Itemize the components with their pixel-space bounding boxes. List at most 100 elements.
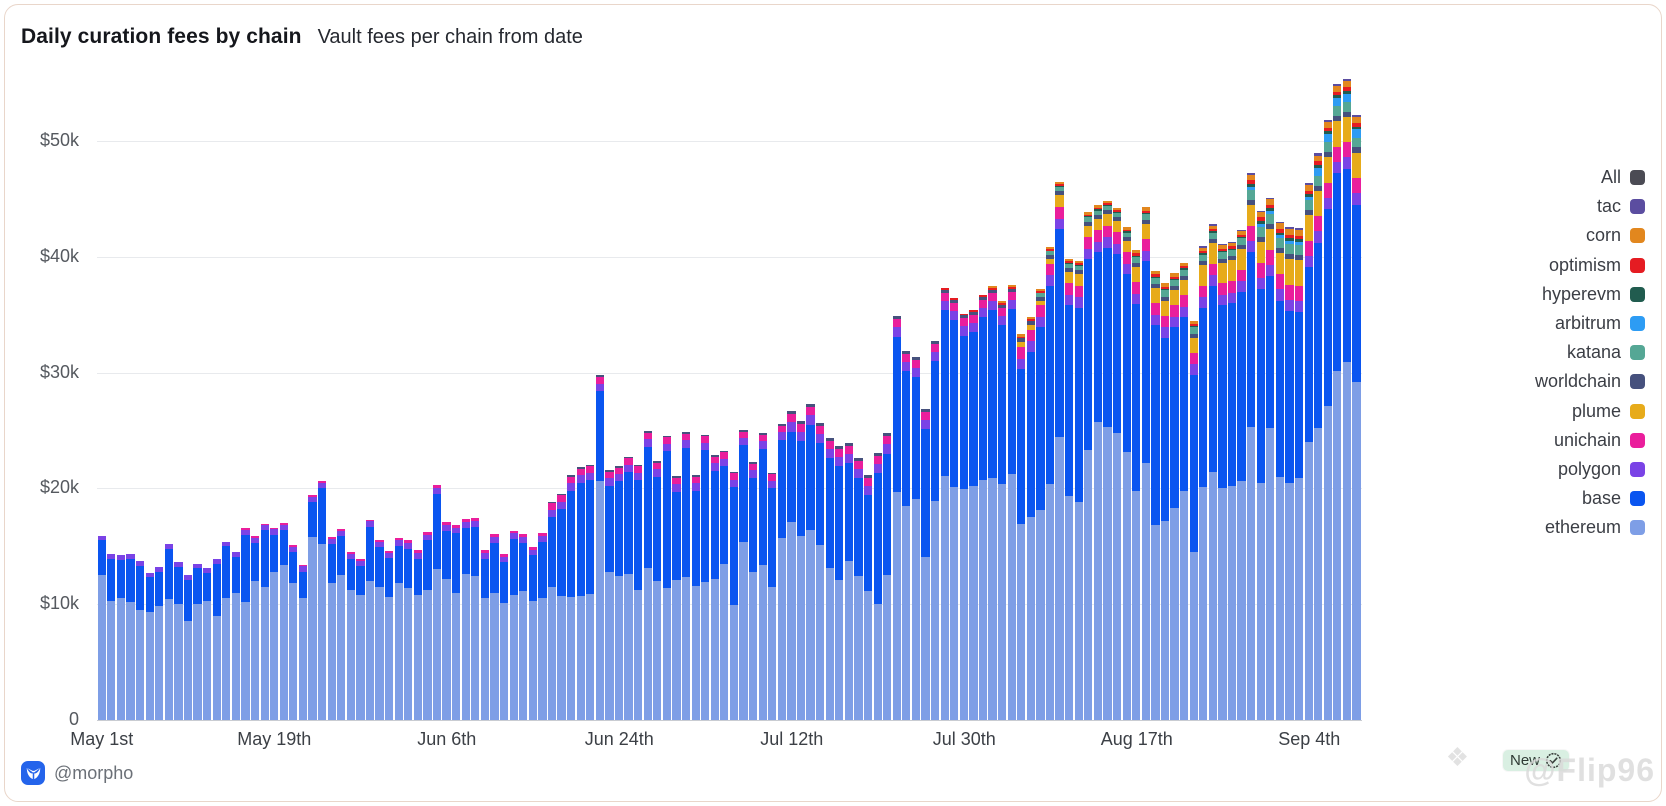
katana-segment[interactable] <box>1256 226 1265 237</box>
plume-segment[interactable] <box>1141 224 1150 240</box>
ethereum-segment[interactable] <box>998 483 1007 721</box>
base-segment[interactable] <box>1218 305 1227 489</box>
stacked-bar[interactable] <box>720 450 729 721</box>
arbitrum-segment[interactable] <box>1247 186 1256 190</box>
polygon-segment[interactable] <box>145 572 154 578</box>
corn-segment[interactable] <box>1036 288 1045 291</box>
stacked-bar[interactable] <box>413 550 422 721</box>
tac-segment[interactable] <box>1247 173 1256 175</box>
polygon-segment[interactable] <box>1036 317 1045 328</box>
optimism-segment[interactable] <box>1084 214 1093 217</box>
worldchain-segment[interactable] <box>1151 284 1160 289</box>
polygon-segment[interactable] <box>413 553 422 559</box>
polygon-segment[interactable] <box>385 552 394 558</box>
worldchain-segment[interactable] <box>624 456 633 459</box>
ethereum-segment[interactable] <box>1333 371 1342 721</box>
unichain-segment[interactable] <box>1237 269 1246 282</box>
polygon-segment[interactable] <box>796 431 806 441</box>
unichain-segment[interactable] <box>825 440 834 449</box>
unichain-segment[interactable] <box>471 517 480 521</box>
unichain-segment[interactable] <box>385 550 394 553</box>
stacked-bar[interactable] <box>394 537 403 721</box>
polygon-segment[interactable] <box>365 521 375 527</box>
worldchain-segment[interactable] <box>1237 244 1246 249</box>
polygon-segment[interactable] <box>231 552 240 557</box>
stacked-bar[interactable] <box>643 431 652 721</box>
worldchain-segment[interactable] <box>1170 286 1179 291</box>
ethereum-segment[interactable] <box>126 601 135 721</box>
worldchain-segment[interactable] <box>634 464 643 467</box>
stacked-bar[interactable] <box>452 524 461 721</box>
unichain-segment[interactable] <box>538 532 547 536</box>
worldchain-segment[interactable] <box>1247 199 1256 205</box>
optimism-segment[interactable] <box>1017 336 1026 339</box>
stacked-bar[interactable] <box>653 461 662 721</box>
polygon-segment[interactable] <box>825 448 834 459</box>
ethereum-segment[interactable] <box>653 580 662 721</box>
ethereum-segment[interactable] <box>950 487 959 721</box>
legend-item-base[interactable]: base <box>1582 484 1645 513</box>
ethereum-segment[interactable] <box>1065 496 1074 721</box>
base-segment[interactable] <box>902 371 911 506</box>
polygon-segment[interactable] <box>1007 299 1016 309</box>
stacked-bar[interactable] <box>174 562 183 721</box>
hyperevm-segment[interactable] <box>1151 276 1160 278</box>
hyperevm-segment[interactable] <box>1160 289 1170 291</box>
optimism-segment[interactable] <box>1237 234 1246 238</box>
worldchain-segment[interactable] <box>930 340 940 344</box>
base-segment[interactable] <box>1036 327 1045 511</box>
stacked-bar[interactable] <box>509 530 518 721</box>
hyperevm-segment[interactable] <box>1227 248 1237 250</box>
plume-segment[interactable] <box>1323 157 1332 183</box>
ethereum-segment[interactable] <box>662 587 672 721</box>
hyperevm-segment[interactable] <box>1065 262 1074 264</box>
polygon-segment[interactable] <box>710 463 719 471</box>
legend-item-arbitrum[interactable]: arbitrum <box>1555 309 1645 338</box>
stacked-bar[interactable] <box>1314 153 1323 721</box>
katana-segment[interactable] <box>1294 245 1304 256</box>
katana-segment[interactable] <box>1342 101 1352 112</box>
ethereum-segment[interactable] <box>557 595 566 721</box>
unichain-segment[interactable] <box>758 435 767 442</box>
tac-segment[interactable] <box>1304 182 1313 186</box>
worldchain-segment[interactable] <box>1074 270 1083 275</box>
arbitrum-segment[interactable] <box>1342 93 1352 102</box>
unichain-segment[interactable] <box>1103 225 1112 238</box>
unichain-segment[interactable] <box>902 354 911 363</box>
polygon-segment[interactable] <box>547 509 557 518</box>
unichain-segment[interactable] <box>720 452 729 459</box>
ethereum-segment[interactable] <box>1160 520 1170 721</box>
unichain-segment[interactable] <box>241 528 250 530</box>
ethereum-segment[interactable] <box>1208 472 1217 721</box>
base-segment[interactable] <box>988 310 997 478</box>
stacked-bar[interactable] <box>327 536 336 721</box>
optimism-segment[interactable] <box>1122 229 1131 232</box>
ethereum-segment[interactable] <box>921 556 930 721</box>
ethereum-segment[interactable] <box>461 573 470 721</box>
stacked-bar[interactable] <box>624 456 633 721</box>
stacked-bar[interactable] <box>298 564 308 721</box>
polygon-segment[interactable] <box>490 536 499 543</box>
polygon-segment[interactable] <box>308 497 317 503</box>
polygon-segment[interactable] <box>605 478 614 486</box>
base-segment[interactable] <box>97 540 106 576</box>
legend-item-hyperevm[interactable]: hyperevm <box>1542 280 1645 309</box>
stacked-bar[interactable] <box>758 433 767 721</box>
stacked-bar[interactable] <box>97 535 106 721</box>
stacked-bar[interactable] <box>423 531 432 721</box>
ethereum-segment[interactable] <box>873 604 882 721</box>
stacked-bar[interactable] <box>595 375 604 721</box>
unichain-segment[interactable] <box>921 411 930 421</box>
katana-segment[interactable] <box>1208 232 1217 239</box>
hyperevm-segment[interactable] <box>1237 237 1246 239</box>
ethereum-segment[interactable] <box>1084 450 1093 721</box>
corn-segment[interactable] <box>1045 246 1055 250</box>
ethereum-segment[interactable] <box>116 598 126 721</box>
hyperevm-segment[interactable] <box>1122 231 1131 233</box>
unichain-segment[interactable] <box>748 464 758 471</box>
base-segment[interactable] <box>260 530 269 587</box>
base-segment[interactable] <box>404 548 413 588</box>
polygon-segment[interactable] <box>155 567 164 572</box>
ethereum-segment[interactable] <box>145 612 154 721</box>
base-segment[interactable] <box>835 466 844 580</box>
